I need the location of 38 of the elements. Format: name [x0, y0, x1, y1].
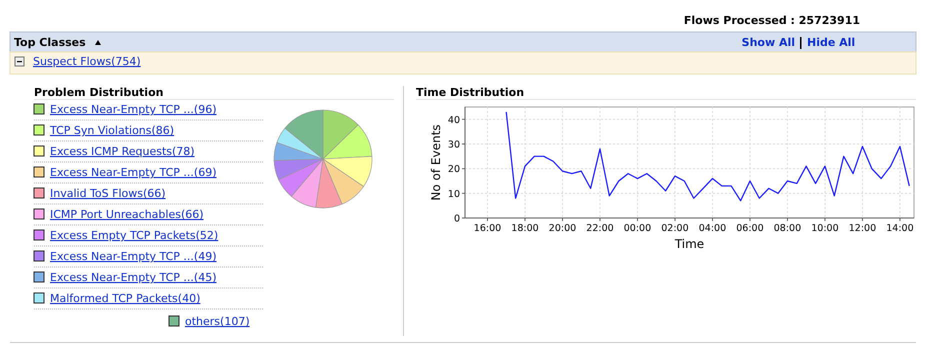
legend-label: Excess Near-Empty TCP ...(69) — [50, 166, 216, 179]
text: Suspect Flows(754) — [33, 55, 141, 68]
text: Top Classes — [14, 36, 86, 49]
x-tick-label: 18:00 — [511, 223, 539, 234]
legend-label: Excess Near-Empty TCP ...(45) — [50, 271, 216, 284]
y-tick-label: 40 — [448, 114, 460, 126]
y-tick-label: 30 — [448, 140, 460, 150]
line-series — [506, 111, 910, 202]
y-tick-label: 0 — [454, 214, 460, 224]
chart-title: Problem Distribution — [34, 86, 164, 99]
legend-label: Invalid ToS Flows(66) — [50, 187, 166, 200]
x-tick-label: 06:00 — [736, 223, 764, 234]
y-tick-label: 20 — [448, 164, 460, 176]
text: Show All — [742, 36, 795, 49]
legend-label: ICMP Port Unreachables(66) — [50, 208, 204, 221]
x-axis-title: Time — [674, 237, 704, 251]
legend-label: TCP Syn Violations(86) — [49, 124, 174, 137]
x-tick-label: 10:00 — [811, 223, 839, 234]
x-tick-label: 04:00 — [698, 223, 726, 234]
text: Flows Processed : 25723911 — [684, 14, 860, 27]
legend-label: Excess Empty TCP Packets(52) — [50, 229, 218, 242]
x-tick-label: 08:00 — [774, 223, 802, 234]
y-tick-label: 10 — [448, 188, 460, 200]
x-tick-label: 22:00 — [586, 223, 614, 234]
x-tick-label: 02:00 — [661, 223, 689, 234]
x-tick-label: 00:00 — [624, 223, 652, 234]
legend-label: others(107) — [185, 315, 250, 328]
chart-title: Time Distribution — [416, 86, 524, 99]
y-axis-title: No of Events — [429, 124, 443, 201]
legend-label: Excess ICMP Requests(78) — [50, 145, 195, 158]
x-tick-label: 20:00 — [548, 223, 576, 234]
legend-label: Excess Near-Empty TCP ...(49) — [50, 250, 216, 263]
legend-label: Malformed TCP Packets(40) — [50, 292, 200, 305]
x-tick-label: 12:00 — [848, 223, 876, 234]
x-tick-label: 14:00 — [886, 223, 914, 234]
legend-label: Excess Near-Empty TCP ...(96) — [50, 103, 216, 116]
x-tick-label: 16:00 — [474, 223, 502, 234]
text: Hide All — [807, 36, 856, 49]
